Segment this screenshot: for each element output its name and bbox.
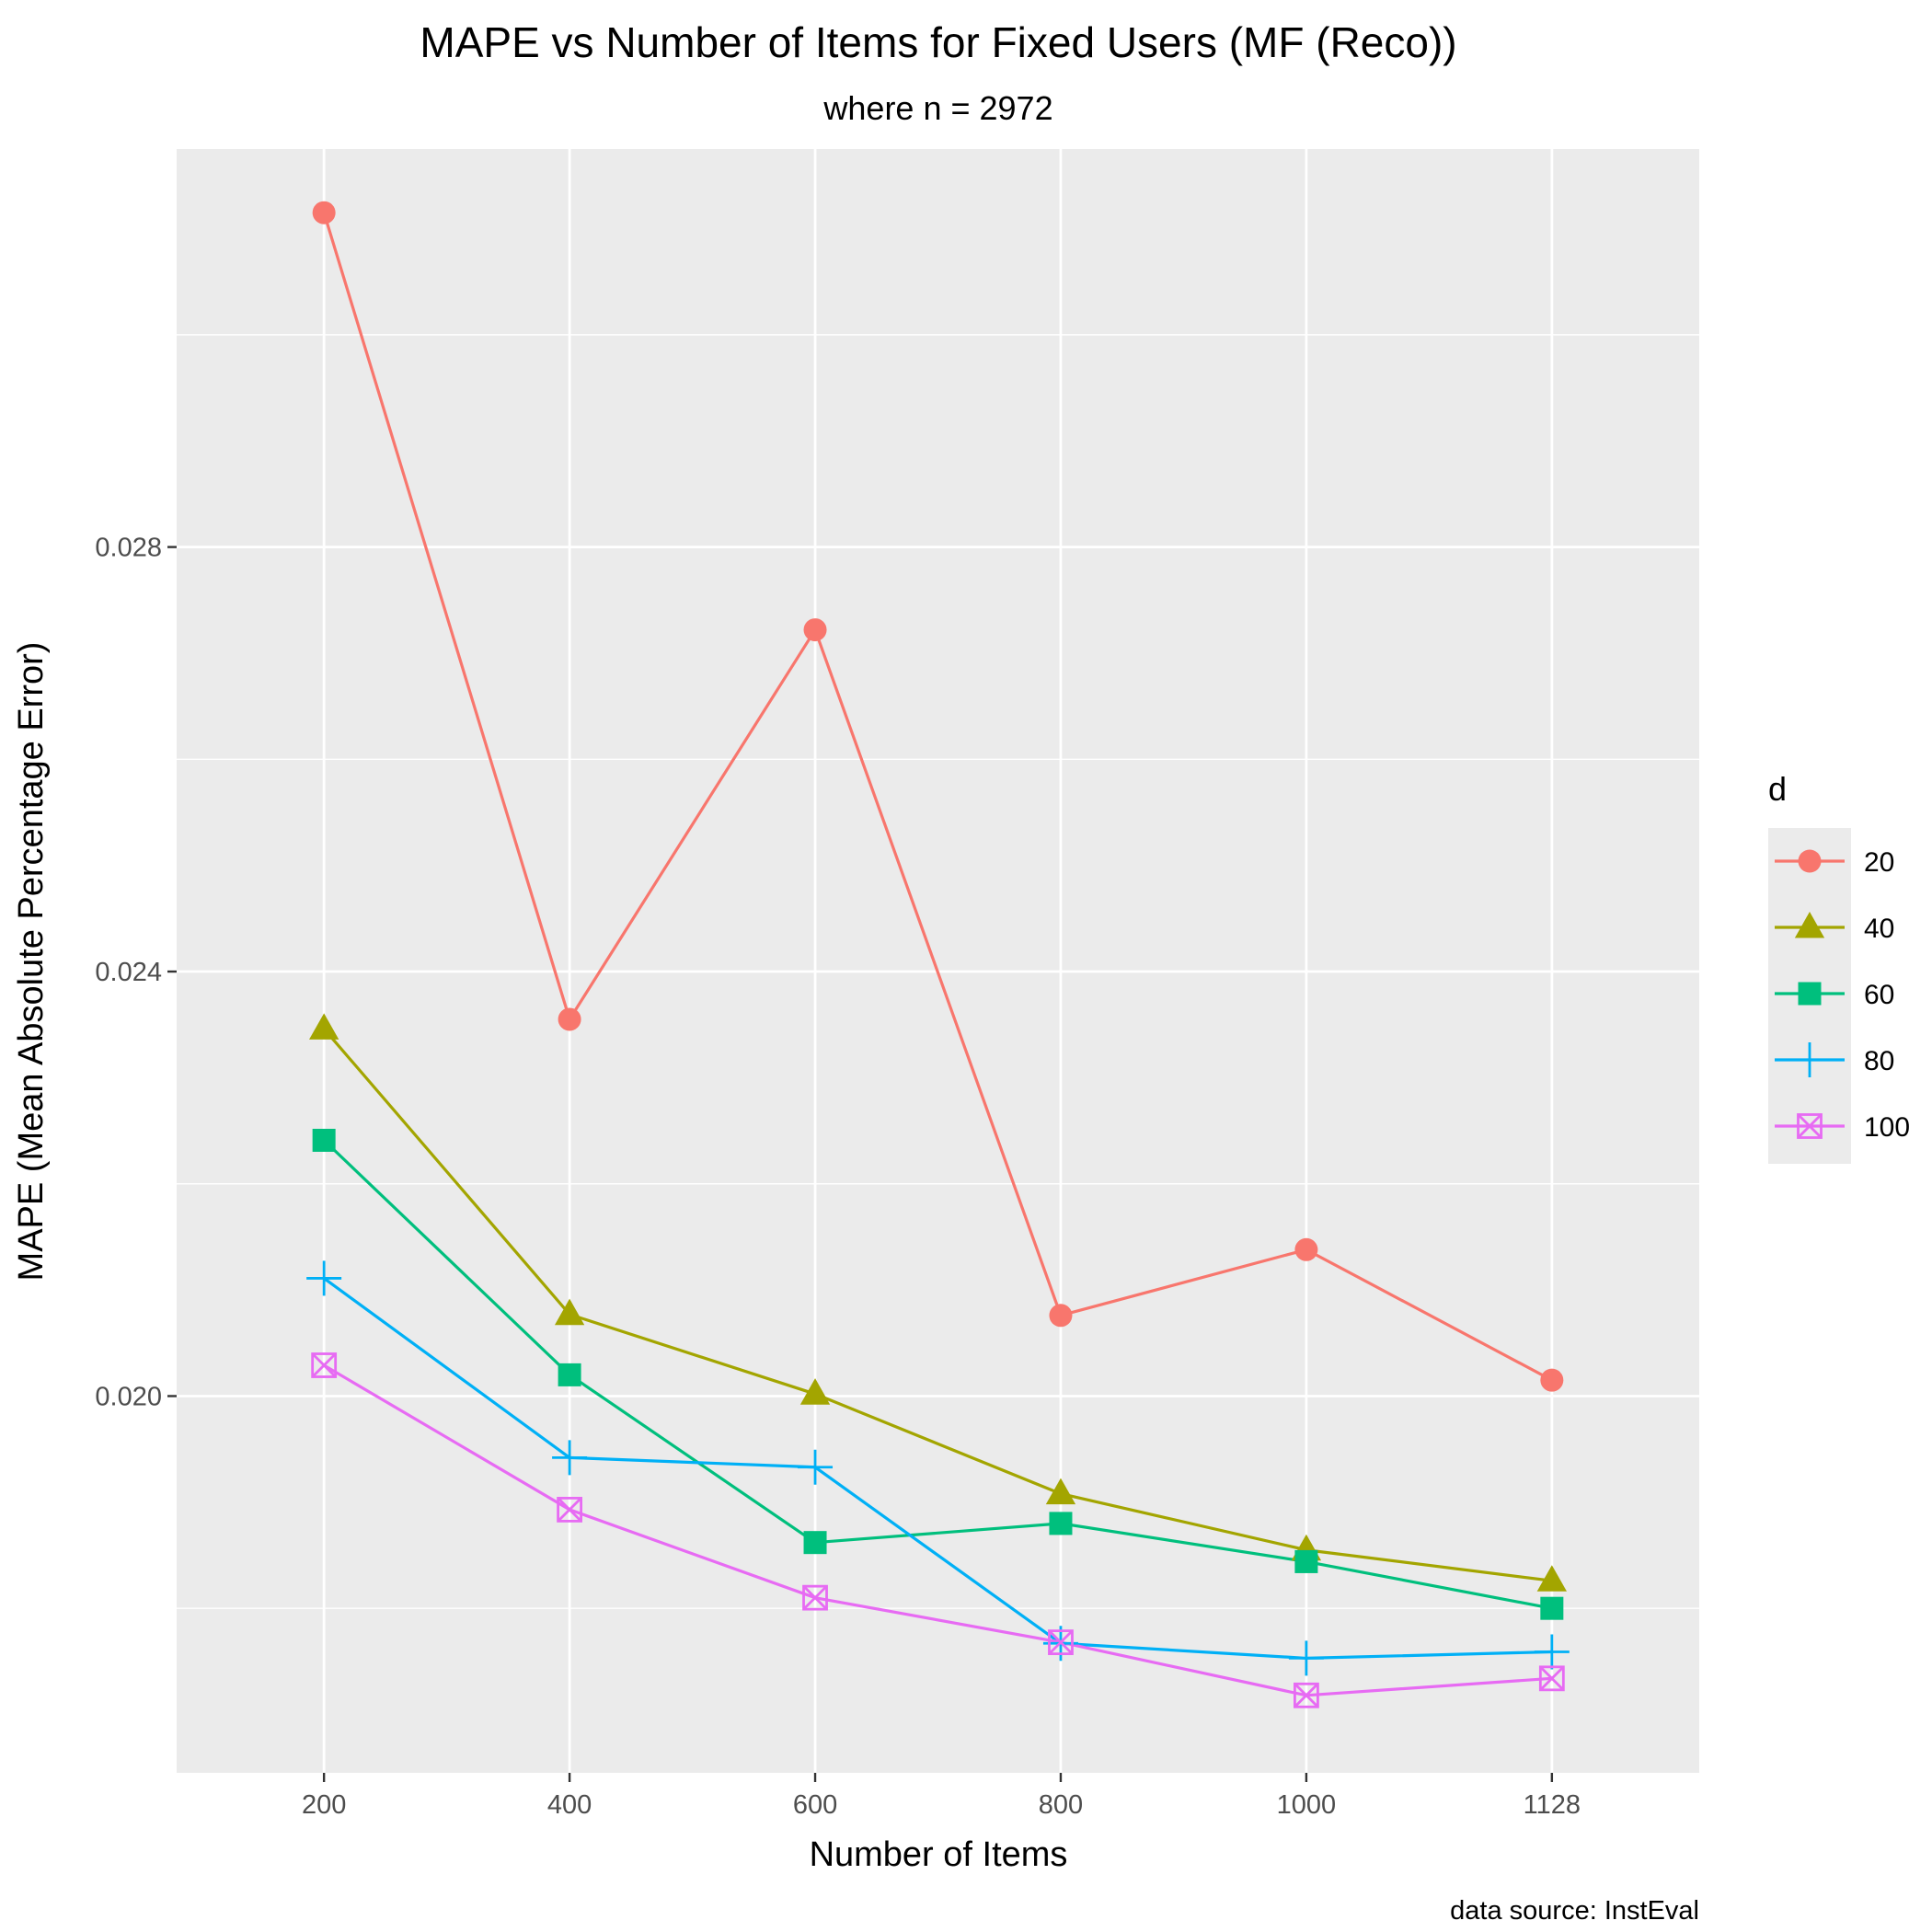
- data-point: [312, 201, 336, 224]
- chart-title: MAPE vs Number of Items for Fixed Users …: [420, 18, 1456, 66]
- series-line-d80: [323, 1277, 1552, 1661]
- legend-key-symbol: [1798, 982, 1822, 1006]
- legend-item: 40: [1775, 912, 1894, 944]
- y-tick-label: 0.024: [95, 958, 162, 987]
- legend-label: 100: [1864, 1112, 1910, 1143]
- x-tick-label: 1128: [1524, 1790, 1581, 1820]
- legend-item: 100: [1775, 1112, 1910, 1143]
- data-point: [552, 1440, 588, 1476]
- x-tick-label: 1000: [1277, 1790, 1337, 1820]
- y-tick-label: 0.020: [95, 1382, 162, 1411]
- legend-item: 20: [1775, 847, 1894, 878]
- legend-key-symbol: [1797, 1113, 1823, 1139]
- y-axis-title: MAPE (Mean Absolute Percentage Error): [12, 642, 51, 1282]
- legend-label: 80: [1864, 1046, 1894, 1076]
- data-point: [1538, 1665, 1565, 1692]
- data-point: [311, 1352, 338, 1378]
- data-point: [1049, 1304, 1073, 1328]
- data-point: [312, 1128, 336, 1152]
- data-point: [1540, 1596, 1564, 1620]
- plot-panel: [177, 149, 1699, 1773]
- legend-item: 80: [1775, 1042, 1894, 1077]
- data-point: [1045, 1478, 1076, 1505]
- series-line-d40: [322, 1028, 1553, 1582]
- data-point: [802, 1584, 828, 1611]
- data-point: [309, 1013, 339, 1040]
- legend-items: 20 40 60 80 100: [1775, 847, 1910, 1143]
- data-point: [1294, 1682, 1319, 1708]
- series-points: [306, 201, 1570, 1708]
- legend: d 20 40 60 80 100: [1768, 770, 1910, 1164]
- grid-minor: [177, 334, 1699, 1609]
- data-point: [554, 1298, 585, 1326]
- x-tick-label: 400: [547, 1790, 592, 1820]
- y-tick-label: 0.028: [95, 534, 162, 563]
- data-point: [803, 618, 827, 642]
- legend-title: d: [1768, 770, 1787, 808]
- data-point: [558, 1007, 581, 1031]
- legend-label: 20: [1864, 847, 1894, 878]
- series-line-d20: [322, 212, 1553, 1382]
- data-point: [803, 1531, 827, 1555]
- data-point: [1048, 1629, 1074, 1656]
- x-tick-label: 200: [302, 1790, 346, 1820]
- legend-key-symbol: [1798, 849, 1822, 873]
- series-line-d100: [323, 1363, 1552, 1697]
- data-point: [1294, 1237, 1318, 1261]
- legend-key-symbol: [1792, 1042, 1827, 1077]
- data-point: [1049, 1512, 1073, 1535]
- series-lines: [322, 212, 1553, 1697]
- chart-caption: data source: InstEval: [1450, 1896, 1699, 1926]
- data-point: [1540, 1368, 1564, 1392]
- legend-label: 60: [1864, 980, 1894, 1010]
- x-axis-title: Number of Items: [810, 1835, 1068, 1874]
- x-tick-label: 600: [793, 1790, 837, 1820]
- x-tick-label: 800: [1039, 1790, 1083, 1820]
- data-point: [557, 1497, 582, 1523]
- y-axis: 0.020 0.024 0.028: [95, 534, 177, 1411]
- chart-subtitle: where n = 2972: [822, 89, 1052, 127]
- data-point: [1536, 1565, 1567, 1592]
- legend-item: 60: [1775, 980, 1894, 1010]
- data-point: [1288, 1640, 1324, 1676]
- legend-key-symbol: [1794, 912, 1825, 938]
- series-line-d60: [323, 1139, 1553, 1610]
- data-point: [798, 1449, 834, 1485]
- data-point: [1294, 1549, 1318, 1573]
- data-point: [799, 1378, 831, 1405]
- data-point: [306, 1260, 342, 1296]
- legend-label: 40: [1864, 914, 1894, 944]
- data-point: [558, 1363, 581, 1386]
- data-point: [1534, 1634, 1570, 1670]
- x-axis: 200 400 600 800 1000 1128: [302, 1773, 1581, 1820]
